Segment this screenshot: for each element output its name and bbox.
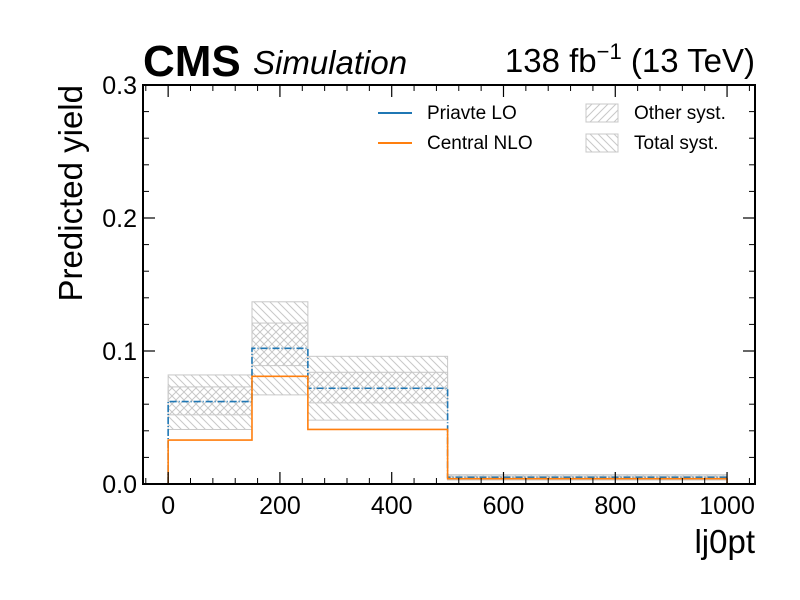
- x-tick-label: 1000: [699, 492, 755, 520]
- experiment-label: CMS: [143, 37, 241, 86]
- legend-label-total-syst: Total syst.: [634, 133, 718, 154]
- legend-label-nlo: Central NLO: [427, 133, 533, 154]
- energy-label: (13 TeV): [622, 42, 755, 79]
- series-lines: [167, 347, 728, 484]
- lumi-exponent: −1: [597, 39, 622, 64]
- series-line-central-nlo: [167, 375, 728, 484]
- plot-frame: [142, 84, 756, 485]
- simulation-label: Simulation: [253, 44, 407, 81]
- y-tick-label: 0.1: [102, 338, 137, 366]
- y-tick-label: 0.3: [102, 72, 137, 100]
- series-line-private-lo: [167, 347, 728, 484]
- legend: Priavte LO Central NLO Other syst. Total…: [378, 103, 726, 154]
- x-tick-label: 200: [259, 492, 301, 520]
- x-tick-label: 800: [594, 492, 636, 520]
- x-tick-label: 0: [161, 492, 175, 520]
- legend-label-other-syst: Other syst.: [634, 103, 726, 124]
- legend-label-lo: Priavte LO: [427, 103, 517, 124]
- x-axis-label: lj0pt: [694, 523, 755, 560]
- x-tick-label: 400: [371, 492, 413, 520]
- y-tick-label: 0.0: [102, 471, 137, 499]
- lumi-value: 138 fb: [505, 42, 597, 79]
- lumi-label: 138 fb−1 (13 TeV): [505, 39, 755, 79]
- legend-swatch-other-syst: [585, 103, 619, 123]
- y-axis-label: Predicted yield: [52, 85, 89, 301]
- legend-swatch-total-syst: [585, 133, 619, 153]
- x-tick-label: 600: [483, 492, 525, 520]
- y-tick-label: 0.2: [102, 205, 137, 233]
- band-other-syst-bin-1: [251, 322, 309, 367]
